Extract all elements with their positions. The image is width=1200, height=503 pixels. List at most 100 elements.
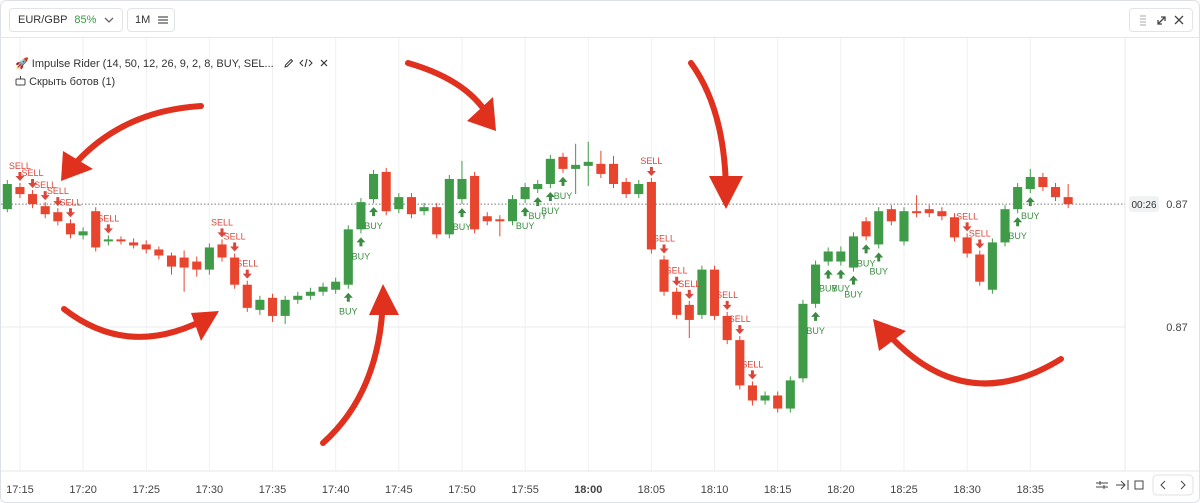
- buy-label: BUY: [453, 222, 472, 232]
- candle-body: [331, 281, 341, 290]
- candle-body: [722, 315, 732, 341]
- sell-arrow: [217, 228, 227, 238]
- candle-body: [65, 223, 76, 235]
- buy-label: BUY: [528, 211, 547, 221]
- annotation-arrow-head: [369, 284, 399, 315]
- candle-body: [811, 264, 821, 304]
- candle-body: [949, 217, 960, 238]
- timeframe-selector[interactable]: 1M: [127, 8, 175, 32]
- annotation-arrow-head: [61, 151, 93, 181]
- buy-label: BUY: [516, 221, 535, 231]
- candle-body: [129, 242, 139, 246]
- buy-label: BUY: [541, 206, 560, 216]
- candle-body: [116, 239, 126, 242]
- remove-icon[interactable]: [320, 59, 328, 67]
- x-tick-label: 17:55: [511, 484, 539, 496]
- x-tick-label: 18:05: [638, 484, 666, 496]
- buy-arrow: [861, 244, 871, 254]
- candle-body: [242, 284, 252, 308]
- sell-arrow: [103, 224, 113, 234]
- bot-name: Impulse Rider (14, 50, 12, 26, 9, 2, 8, …: [31, 58, 274, 70]
- buy-arrow: [848, 275, 858, 285]
- candle-body: [280, 299, 290, 316]
- candle-body: [924, 209, 934, 214]
- buy-arrow: [1013, 217, 1023, 227]
- buy-label: BUY: [364, 221, 383, 231]
- x-tick-label: 18:35: [1017, 484, 1045, 496]
- candle-body: [356, 202, 366, 230]
- buy-arrow: [558, 176, 568, 186]
- bottom-toolbar[interactable]: [1096, 474, 1194, 496]
- expand-icon[interactable]: [1157, 16, 1166, 25]
- x-tick-label: 17:35: [259, 484, 287, 496]
- top-bar: EUR/GBP 85% 1M: [1, 1, 1199, 38]
- candle-body: [1025, 176, 1035, 190]
- sell-arrow: [40, 191, 50, 201]
- buy-arrow: [823, 269, 833, 279]
- sell-label: SELL: [956, 211, 978, 221]
- hide-bots-row[interactable]: Скрыть ботов (1): [15, 73, 343, 91]
- candle-body: [785, 380, 795, 409]
- annotation-arrow: [878, 323, 1064, 387]
- sell-arrow: [684, 289, 694, 299]
- x-tick-label: 17:45: [385, 484, 413, 496]
- x-tick-label: 17:20: [69, 484, 97, 496]
- buy-label: BUY: [1008, 231, 1027, 241]
- close-icon[interactable]: [1174, 15, 1184, 25]
- bot-actions: [284, 58, 328, 68]
- candle-body: [381, 171, 391, 212]
- buy-arrow: [520, 207, 530, 217]
- annotation-arrow: [320, 293, 386, 446]
- candle-body: [318, 286, 328, 292]
- sell-arrow: [15, 172, 25, 182]
- x-tick-label: 17:50: [448, 484, 476, 496]
- bot-icon: [15, 76, 26, 86]
- annotation-arrow: [61, 306, 214, 340]
- candle-body: [659, 259, 669, 292]
- candle-body: [507, 199, 518, 222]
- window-controls: [1129, 8, 1193, 32]
- buy-arrow: [369, 207, 379, 217]
- sell-label: SELL: [716, 290, 738, 300]
- list-icon[interactable]: [1140, 15, 1146, 26]
- sell-label: SELL: [666, 266, 688, 276]
- candle-body: [1038, 176, 1048, 188]
- candle-body: [747, 385, 757, 401]
- symbol-selector[interactable]: EUR/GBP 85%: [9, 8, 123, 32]
- candle-body: [154, 249, 164, 256]
- x-tick-label: 18:00: [574, 484, 602, 496]
- candle-body: [962, 237, 972, 254]
- sell-label: SELL: [211, 217, 233, 227]
- sell-arrow: [646, 166, 656, 176]
- buy-label: BUY: [1021, 211, 1040, 221]
- sell-arrow: [722, 300, 732, 310]
- buy-arrow: [545, 192, 555, 202]
- x-tick-label: 18:15: [764, 484, 792, 496]
- hide-bots: Скрыть ботов (1): [29, 76, 116, 88]
- candle-body: [861, 221, 871, 237]
- nav-box: [1152, 474, 1194, 496]
- edit-icon[interactable]: [284, 58, 293, 68]
- candle-body: [482, 216, 492, 222]
- buy-arrow: [874, 252, 884, 262]
- sell-label: SELL: [97, 213, 119, 223]
- candle-body: [621, 181, 631, 195]
- buy-label: BUY: [352, 251, 371, 261]
- candle-body: [255, 299, 265, 310]
- candle-body: [444, 178, 454, 235]
- candle-body: [293, 295, 303, 300]
- candle-body: [1013, 187, 1023, 210]
- candle-body: [886, 209, 896, 222]
- code-icon[interactable]: [299, 58, 313, 68]
- candle-body: [710, 269, 720, 316]
- payout: 85%: [74, 14, 97, 26]
- candle-body: [684, 304, 694, 320]
- window-icons: [1140, 15, 1184, 26]
- candle-body: [192, 261, 202, 270]
- candle-body: [1063, 197, 1073, 205]
- candle-body: [760, 395, 770, 401]
- annotation-arrow-head: [467, 97, 496, 131]
- candle-body: [394, 197, 404, 210]
- candle-body: [470, 175, 480, 230]
